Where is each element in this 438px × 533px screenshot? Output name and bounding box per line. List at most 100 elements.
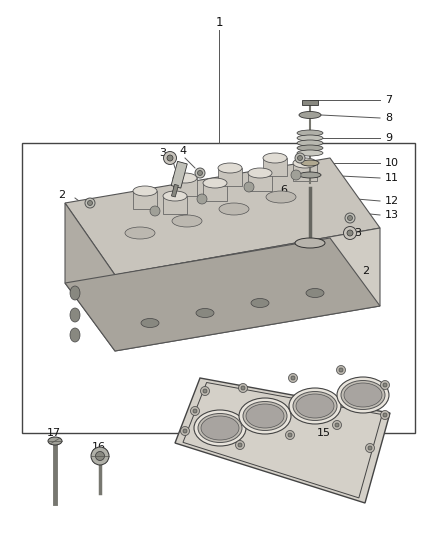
Text: 4: 4 <box>180 146 187 156</box>
Bar <box>22 143 415 433</box>
Circle shape <box>183 429 187 433</box>
Ellipse shape <box>198 414 242 442</box>
Bar <box>171 161 187 188</box>
Text: 2: 2 <box>58 190 66 200</box>
Bar <box>302 100 318 105</box>
Polygon shape <box>248 173 272 191</box>
Ellipse shape <box>266 191 296 203</box>
Ellipse shape <box>172 215 202 227</box>
Ellipse shape <box>344 383 382 407</box>
Ellipse shape <box>295 238 325 248</box>
Ellipse shape <box>203 178 227 188</box>
Ellipse shape <box>173 173 197 183</box>
Circle shape <box>197 194 207 204</box>
Ellipse shape <box>243 401 287 431</box>
Text: 1: 1 <box>215 17 223 29</box>
Ellipse shape <box>246 404 284 428</box>
Circle shape <box>381 410 389 419</box>
Circle shape <box>381 381 389 390</box>
Ellipse shape <box>306 288 324 297</box>
Ellipse shape <box>297 150 323 156</box>
Ellipse shape <box>263 153 287 163</box>
Circle shape <box>236 440 244 449</box>
Circle shape <box>85 198 95 208</box>
Ellipse shape <box>341 381 385 409</box>
Ellipse shape <box>218 163 242 173</box>
Circle shape <box>167 155 173 161</box>
Circle shape <box>203 389 207 393</box>
Circle shape <box>297 156 303 160</box>
Ellipse shape <box>239 398 291 434</box>
Circle shape <box>289 374 297 383</box>
Circle shape <box>198 171 202 175</box>
Circle shape <box>339 368 343 372</box>
Ellipse shape <box>297 130 323 136</box>
Ellipse shape <box>48 437 62 445</box>
Circle shape <box>365 443 374 453</box>
Circle shape <box>195 168 205 178</box>
Circle shape <box>163 151 177 165</box>
Bar <box>171 184 178 197</box>
Text: 11: 11 <box>385 173 399 183</box>
Circle shape <box>336 366 346 375</box>
Ellipse shape <box>219 203 249 215</box>
Ellipse shape <box>194 410 246 446</box>
Polygon shape <box>263 158 287 176</box>
Text: 2: 2 <box>362 266 370 276</box>
Text: 5: 5 <box>233 168 240 178</box>
Text: 3: 3 <box>354 228 361 238</box>
Ellipse shape <box>293 158 317 168</box>
Circle shape <box>347 215 353 221</box>
Polygon shape <box>65 158 380 275</box>
Ellipse shape <box>337 377 389 413</box>
Circle shape <box>335 423 339 427</box>
Ellipse shape <box>296 394 334 418</box>
Polygon shape <box>65 238 380 351</box>
Text: 14: 14 <box>302 403 316 413</box>
Ellipse shape <box>297 140 323 146</box>
Ellipse shape <box>299 111 321 118</box>
Polygon shape <box>173 178 197 196</box>
Polygon shape <box>163 196 187 214</box>
Ellipse shape <box>196 309 214 318</box>
Text: 15: 15 <box>317 428 331 438</box>
Circle shape <box>383 383 387 387</box>
Ellipse shape <box>201 416 239 440</box>
Circle shape <box>383 413 387 417</box>
Circle shape <box>291 170 301 180</box>
Text: 3: 3 <box>159 148 166 158</box>
Ellipse shape <box>141 319 159 327</box>
Text: 9: 9 <box>385 133 392 143</box>
Ellipse shape <box>70 286 80 300</box>
Circle shape <box>88 200 92 206</box>
Ellipse shape <box>125 227 155 239</box>
Ellipse shape <box>70 308 80 322</box>
Ellipse shape <box>297 135 323 141</box>
Circle shape <box>291 376 295 380</box>
Circle shape <box>180 426 190 435</box>
Polygon shape <box>65 203 115 351</box>
Polygon shape <box>175 378 390 503</box>
Ellipse shape <box>301 160 319 166</box>
Circle shape <box>295 153 305 163</box>
Circle shape <box>345 213 355 223</box>
Ellipse shape <box>251 298 269 308</box>
Circle shape <box>343 227 357 239</box>
Ellipse shape <box>297 145 323 151</box>
Ellipse shape <box>293 392 337 421</box>
Circle shape <box>150 206 160 216</box>
Circle shape <box>332 421 342 430</box>
Polygon shape <box>203 183 227 201</box>
Polygon shape <box>218 168 242 186</box>
Ellipse shape <box>248 168 272 178</box>
Text: 8: 8 <box>385 113 392 123</box>
Text: 7: 7 <box>385 95 392 105</box>
Circle shape <box>241 386 245 390</box>
Text: 13: 13 <box>385 210 399 220</box>
Text: 10: 10 <box>385 158 399 168</box>
Circle shape <box>95 451 105 461</box>
Polygon shape <box>293 163 317 181</box>
Text: 12: 12 <box>385 196 399 206</box>
Text: 17: 17 <box>47 428 61 438</box>
Text: 6: 6 <box>280 185 287 195</box>
